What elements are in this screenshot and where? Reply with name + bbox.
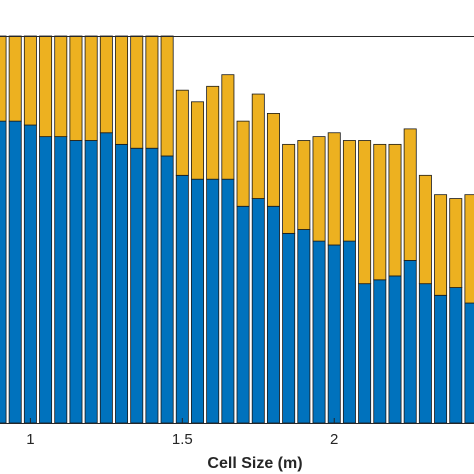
- bar-segment-top: [342, 140, 356, 242]
- bar-segment-bottom: [266, 205, 280, 424]
- bar-segment-top: [282, 143, 296, 234]
- bar-segment-bottom: [342, 240, 356, 424]
- bar-segment-top: [206, 85, 220, 180]
- bar-segment-top: [175, 89, 189, 176]
- bar-segment-top: [297, 140, 311, 230]
- bar-segment-bottom: [0, 120, 7, 424]
- x-tick-group: 11.522: [26, 418, 338, 448]
- bar-segment-bottom: [418, 283, 432, 424]
- x-axis-label: Cell Size (m): [207, 455, 302, 472]
- bar-segment-top: [54, 35, 68, 138]
- bar-segment-top: [23, 35, 37, 126]
- bar-segment-bottom: [388, 275, 402, 424]
- bar-segment-top: [388, 143, 402, 277]
- bar-segment-bottom: [145, 147, 159, 424]
- bar-segment-bottom: [327, 244, 341, 424]
- bar-segment-bottom: [449, 287, 463, 424]
- bar-segment-bottom: [84, 140, 98, 424]
- bar-segment-bottom: [54, 136, 68, 424]
- bar-segment-bottom: [251, 198, 265, 424]
- bar-segment-top: [327, 132, 341, 246]
- bar-segment-top: [418, 174, 432, 285]
- bar-segment-top: [434, 194, 448, 296]
- bar-segment-top: [221, 74, 235, 180]
- bar-segment-bottom: [206, 178, 220, 424]
- bar-segment-bottom: [39, 136, 53, 424]
- bar-group: [0, 35, 474, 424]
- bar-segment-top: [145, 35, 159, 149]
- bar-segment-top: [312, 136, 326, 242]
- bar-segment-top: [8, 35, 22, 122]
- bar-segment-bottom: [464, 302, 474, 424]
- bar-segment-top: [84, 35, 98, 141]
- bar-segment-top: [251, 93, 265, 199]
- bar-segment-top: [39, 35, 53, 138]
- bar-segment-bottom: [23, 124, 37, 424]
- bar-segment-bottom: [115, 143, 129, 424]
- bar-segment-top: [266, 113, 280, 207]
- bar-segment-top: [449, 198, 463, 288]
- bar-segment-top: [115, 35, 129, 145]
- bar-segment-top: [373, 143, 387, 281]
- bar-segment-bottom: [236, 205, 250, 424]
- bar-segment-bottom: [358, 283, 372, 424]
- bar-segment-bottom: [191, 178, 204, 424]
- bar-segment-bottom: [160, 155, 174, 424]
- bar-segment-bottom: [312, 240, 326, 424]
- bar-segment-bottom: [8, 120, 22, 424]
- bar-segment-bottom: [297, 229, 311, 424]
- bar-segment-bottom: [282, 232, 296, 424]
- bar-segment-bottom: [403, 260, 417, 424]
- x-tick-label: 1: [26, 431, 34, 448]
- bar-segment-bottom: [99, 132, 113, 424]
- bar-segment-top: [69, 35, 83, 141]
- bar-segment-top: [191, 101, 204, 180]
- bar-segment-bottom: [373, 279, 387, 424]
- bar-segment-bottom: [69, 140, 83, 424]
- bar-segment-top: [99, 35, 113, 134]
- bar-segment-bottom: [175, 174, 189, 424]
- x-tick-label: 2: [330, 431, 338, 448]
- bar-segment-bottom: [130, 147, 144, 424]
- bar-segment-top: [358, 140, 372, 285]
- bar-segment-top: [236, 120, 250, 207]
- bar-segment-bottom: [221, 178, 235, 424]
- axes-frame: [0, 36, 474, 424]
- bar-segment-top: [0, 35, 7, 122]
- bar-segment-top: [160, 35, 174, 157]
- x-tick-label: 1.5: [172, 431, 193, 448]
- bar-segment-bottom: [434, 294, 448, 424]
- bar-segment-top: [403, 128, 417, 261]
- bar-segment-top: [464, 194, 474, 304]
- bar-segment-top: [130, 35, 144, 149]
